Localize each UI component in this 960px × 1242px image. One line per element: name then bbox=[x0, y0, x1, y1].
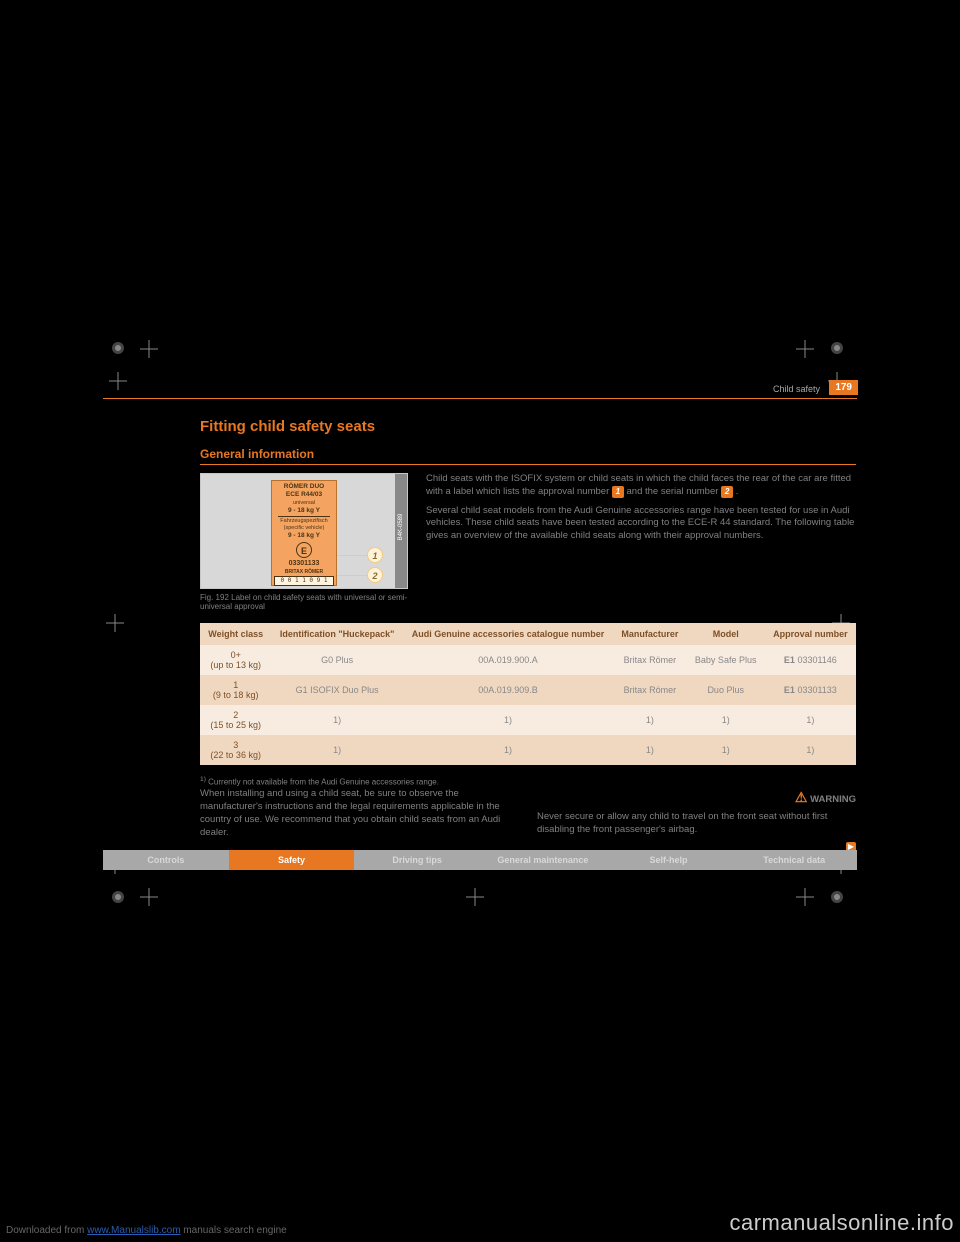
cell-catalogue: 00A.019.909.B bbox=[403, 675, 613, 705]
after-table-section: 1) Currently not available from the Audi… bbox=[200, 775, 856, 854]
callout-2: 2 bbox=[367, 567, 383, 583]
download-footer: Downloaded from www.Manualslib.com manua… bbox=[6, 1225, 287, 1236]
nav-self-help[interactable]: Self-help bbox=[606, 850, 732, 870]
col-approval: Approval number bbox=[765, 623, 856, 645]
crop-mark bbox=[140, 888, 158, 906]
cell-manufacturer: 1) bbox=[613, 735, 687, 765]
crop-mark bbox=[796, 888, 814, 906]
cell-manufacturer: Britax Römer bbox=[613, 675, 687, 705]
label-figure: B4K-0589 RÖMER DUO ECE R44/03 universal … bbox=[200, 473, 408, 589]
cell-weight: 2(15 to 25 kg) bbox=[200, 705, 271, 735]
cell-model: Baby Safe Plus bbox=[687, 645, 765, 675]
callout-leader bbox=[337, 575, 369, 576]
cell-ident: 1) bbox=[271, 735, 403, 765]
nav-safety[interactable]: Safety bbox=[229, 850, 355, 870]
cell-approval: E1 03301146 bbox=[765, 645, 856, 675]
cell-catalogue: 1) bbox=[403, 705, 613, 735]
table-row: 3(22 to 36 kg)1)1)1)1)1) bbox=[200, 735, 856, 765]
callout-leader bbox=[337, 555, 369, 556]
section-heading: Fitting child safety seats bbox=[200, 418, 856, 435]
manualslib-link[interactable]: www.Manualslib.com bbox=[87, 1225, 180, 1236]
cell-model: 1) bbox=[687, 735, 765, 765]
page-content: Fitting child safety seats General infor… bbox=[200, 418, 856, 854]
crop-mark bbox=[109, 372, 127, 390]
page-header-category: Child safety bbox=[773, 384, 820, 394]
child-seat-table: Weight class Identification "Huckepack" … bbox=[200, 623, 856, 765]
crop-mark bbox=[828, 339, 846, 357]
crop-mark bbox=[106, 614, 124, 632]
col-manufacturer: Manufacturer bbox=[613, 623, 687, 645]
cell-model: Duo Plus bbox=[687, 675, 765, 705]
figure-column: B4K-0589 RÖMER DUO ECE R44/03 universal … bbox=[200, 473, 408, 611]
table-row: 2(15 to 25 kg)1)1)1)1)1) bbox=[200, 705, 856, 735]
section-navbar: Controls Safety Driving tips General mai… bbox=[103, 850, 857, 870]
two-column-layout: B4K-0589 RÖMER DUO ECE R44/03 universal … bbox=[200, 473, 856, 611]
crop-mark bbox=[109, 888, 127, 906]
cell-manufacturer: Britax Römer bbox=[613, 645, 687, 675]
ref-2-icon: 2 bbox=[721, 486, 733, 498]
crop-mark bbox=[466, 888, 484, 906]
warning-icon: ⚠ bbox=[795, 789, 808, 805]
subsection-heading: General information bbox=[200, 447, 856, 465]
after-table-right-col: ⚠ WARNING Never secure or allow any chil… bbox=[537, 788, 856, 853]
col-weight-class: Weight class bbox=[200, 623, 271, 645]
cell-manufacturer: 1) bbox=[613, 705, 687, 735]
nav-maintenance[interactable]: General maintenance bbox=[480, 850, 606, 870]
table-row: 1(9 to 18 kg)G1 ISOFIX Duo Plus00A.019.9… bbox=[200, 675, 856, 705]
cell-model: 1) bbox=[687, 705, 765, 735]
col-model: Model bbox=[687, 623, 765, 645]
cell-approval: E1 03301133 bbox=[765, 675, 856, 705]
cell-catalogue: 00A.019.900.A bbox=[403, 645, 613, 675]
cell-ident: G1 ISOFIX Duo Plus bbox=[271, 675, 403, 705]
figure-caption: Fig. 192 Label on child safety seats wit… bbox=[200, 593, 408, 611]
callout-1: 1 bbox=[367, 547, 383, 563]
crop-mark bbox=[140, 340, 158, 358]
nav-driving-tips[interactable]: Driving tips bbox=[354, 850, 480, 870]
cell-approval: 1) bbox=[765, 705, 856, 735]
top-rule bbox=[103, 398, 857, 399]
cell-approval: 1) bbox=[765, 735, 856, 765]
intro-paragraph-1: Child seats with the ISOFIX system or ch… bbox=[426, 473, 856, 499]
manual-page: Child safety 179 Fitting child safety se… bbox=[0, 0, 960, 1242]
col-catalogue: Audi Genuine accessories catalogue numbe… bbox=[403, 623, 613, 645]
cell-ident: 1) bbox=[271, 705, 403, 735]
cell-weight: 1(9 to 18 kg) bbox=[200, 675, 271, 705]
crop-mark bbox=[796, 340, 814, 358]
cell-weight: 0+(up to 13 kg) bbox=[200, 645, 271, 675]
cell-ident: G0 Plus bbox=[271, 645, 403, 675]
intro-paragraph-2: Several child seat models from the Audi … bbox=[426, 505, 856, 543]
cell-catalogue: 1) bbox=[403, 735, 613, 765]
figure-side-label: B4K-0589 bbox=[395, 474, 407, 588]
warning-label: WARNING bbox=[810, 794, 856, 805]
nav-technical[interactable]: Technical data bbox=[731, 850, 857, 870]
table-footnote: 1) Currently not available from the Audi… bbox=[200, 775, 856, 788]
table-row: 0+(up to 13 kg)G0 Plus00A.019.900.ABrita… bbox=[200, 645, 856, 675]
cell-weight: 3(22 to 36 kg) bbox=[200, 735, 271, 765]
crop-mark bbox=[828, 888, 846, 906]
after-table-left-col: When installing and using a child seat, … bbox=[200, 788, 519, 853]
site-watermark: carmanualsonline.info bbox=[729, 1210, 954, 1236]
col-identification: Identification "Huckepack" bbox=[271, 623, 403, 645]
ref-1-icon: 1 bbox=[612, 486, 624, 498]
nav-controls[interactable]: Controls bbox=[103, 850, 229, 870]
crop-mark bbox=[109, 339, 127, 357]
page-number: 179 bbox=[829, 380, 858, 395]
approval-sticker: RÖMER DUO ECE R44/03 universal 9 - 18 kg… bbox=[271, 480, 337, 586]
intro-text-column: Child seats with the ISOFIX system or ch… bbox=[426, 473, 856, 611]
table-header-row: Weight class Identification "Huckepack" … bbox=[200, 623, 856, 645]
